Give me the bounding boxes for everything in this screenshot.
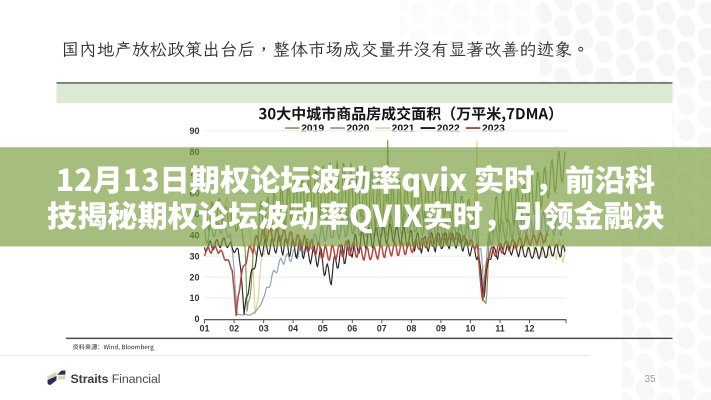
svg-text:2022: 2022 [437, 124, 460, 135]
svg-text:2020: 2020 [346, 124, 369, 135]
svg-text:12: 12 [524, 324, 534, 334]
svg-text:08: 08 [406, 324, 416, 334]
svg-text:20: 20 [189, 272, 199, 282]
svg-text:06: 06 [347, 324, 357, 334]
svg-text:10: 10 [465, 324, 475, 334]
svg-text:10: 10 [189, 293, 199, 303]
svg-text:35: 35 [644, 374, 656, 385]
svg-text:2021: 2021 [392, 124, 415, 135]
svg-text:03: 03 [259, 324, 269, 334]
svg-text:04: 04 [288, 324, 298, 334]
svg-text:11: 11 [495, 324, 505, 334]
svg-text:Straits Financial: Straits Financial [71, 372, 161, 386]
svg-text:0: 0 [194, 314, 199, 324]
svg-text:30: 30 [189, 251, 199, 261]
svg-text:2023: 2023 [482, 124, 505, 135]
svg-text:90: 90 [189, 126, 199, 136]
svg-text:07: 07 [377, 324, 387, 334]
svg-text:01: 01 [199, 324, 209, 334]
svg-text:02: 02 [229, 324, 239, 334]
svg-text:2019: 2019 [301, 124, 324, 135]
svg-text:09: 09 [436, 324, 446, 334]
svg-text:05: 05 [318, 324, 328, 334]
